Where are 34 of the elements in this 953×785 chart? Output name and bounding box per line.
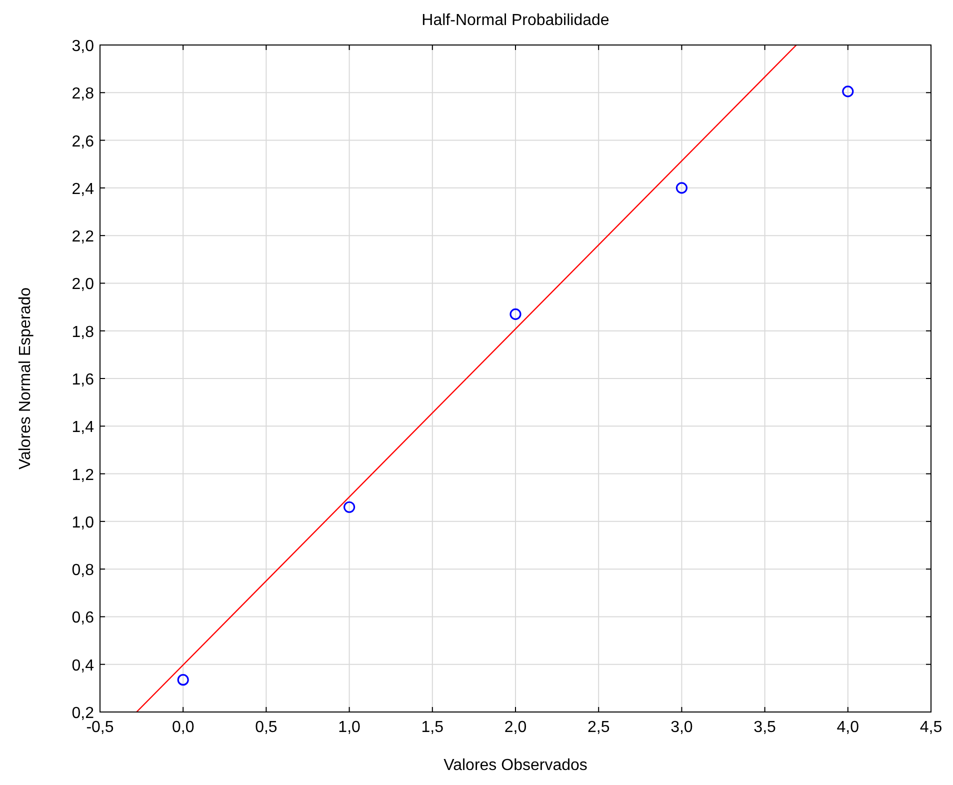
y-tick-label: 1,4	[72, 419, 94, 436]
x-tick-label: 4,0	[836, 719, 860, 736]
y-tick-label: 1,2	[72, 466, 94, 484]
y-tick-label: 2,2	[72, 228, 94, 246]
y-tick-label: 3,0	[72, 38, 94, 55]
x-tick-label: -0,5	[86, 719, 114, 736]
x-tick-label: 1,5	[421, 719, 444, 736]
y-tick-label: 1,6	[72, 372, 94, 388]
point	[344, 501, 356, 513]
x-tick-label: 2,0	[504, 719, 527, 736]
y-tick-label: 0,2	[72, 705, 94, 722]
y-tick-label: 2,4	[72, 180, 94, 198]
x-tick-label: 1,0	[338, 719, 361, 736]
y-tick-label: 0,8	[72, 562, 94, 580]
y-tick-label: 2,8	[72, 86, 94, 103]
x-tick-label: 0,5	[255, 719, 278, 736]
x-tick-label: 3,0	[670, 719, 693, 736]
point	[177, 674, 189, 686]
point	[510, 308, 522, 320]
point	[842, 86, 854, 98]
point	[676, 182, 688, 194]
x-axis-title: Valores Observados	[444, 757, 588, 774]
x-tick-label: 2,5	[587, 719, 610, 736]
x-tick-label: 0,0	[172, 719, 194, 736]
x-tick-label: 3,5	[754, 719, 776, 736]
x-tick-label: 4,5	[920, 719, 942, 736]
y-tick-label: 0,6	[72, 610, 94, 627]
y-axis-title: Valores Normal Esperado	[17, 287, 34, 470]
y-tick-label: 2,0	[72, 276, 94, 294]
y-tick-label: 0,4	[72, 657, 94, 674]
y-tick-label: 1,8	[72, 324, 94, 341]
chart-title: Half-Normal Probabilidade	[422, 12, 610, 29]
y-tick-label: 1,0	[72, 514, 94, 532]
y-tick-label: 2,6	[72, 133, 94, 150]
